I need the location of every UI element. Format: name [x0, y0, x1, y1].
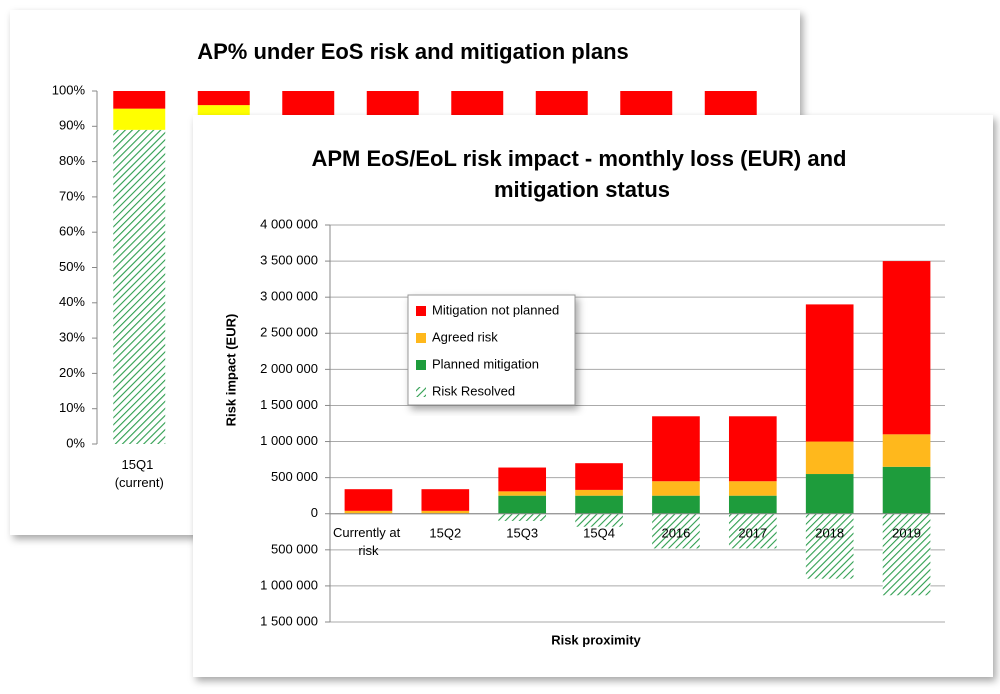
y-tick-label: 500 000 [271, 469, 318, 484]
y-tick-label: 500 000 [271, 541, 318, 556]
bar-segment [882, 466, 931, 514]
y-tick-label: 100% [52, 82, 86, 97]
y-tick-label: 3 000 000 [260, 289, 318, 304]
bar-segment [704, 91, 757, 116]
bar-segment [652, 416, 700, 482]
x-tick-label: 15Q1 (current) [115, 457, 164, 490]
bar-segment [575, 495, 623, 514]
bar-segment [344, 489, 393, 511]
bar-segment [620, 91, 673, 116]
bar-segment [805, 513, 854, 579]
bar-segment [652, 481, 700, 496]
y-tick-label: 1 500 000 [260, 613, 318, 628]
front-chart: APM EoS/EoL risk impact - monthly loss (… [193, 115, 993, 677]
y-tick-label: 4 000 000 [260, 216, 318, 231]
y-tick-label: 0% [66, 435, 85, 450]
bar-segment [113, 129, 166, 444]
bar-segment [805, 441, 854, 475]
panel [193, 115, 993, 677]
x-tick-label: 15Q2 [429, 525, 461, 540]
bar-segment [728, 416, 777, 482]
bar-segment [805, 474, 854, 514]
legend-swatch [416, 387, 426, 397]
bar-segment [882, 434, 931, 467]
x-tick-label: Currently at risk [333, 525, 404, 558]
bar-segment [113, 91, 166, 109]
y-tick-label: 10% [59, 400, 85, 415]
bar-segment [575, 489, 623, 496]
bar-segment [728, 495, 777, 514]
bar-segment [882, 261, 931, 435]
bar-segment [882, 513, 931, 596]
x-tick-label: 15Q3 [506, 525, 538, 540]
legend-swatch [416, 333, 426, 343]
chart-title: AP% under EoS risk and mitigation plans [197, 39, 629, 64]
x-tick-label: 2017 [738, 525, 767, 540]
bar-segment [197, 91, 250, 106]
x-tick-label: 15Q4 [583, 525, 615, 540]
y-tick-label: 20% [59, 365, 85, 380]
bar-segment [652, 495, 700, 514]
bar-segment [451, 91, 504, 116]
y-tick-label: 80% [59, 153, 85, 168]
y-tick-label: 70% [59, 188, 85, 203]
bar-segment [282, 91, 335, 116]
bar-segment [652, 513, 700, 549]
y-tick-label: 30% [59, 330, 85, 345]
chart-title: APM EoS/EoL risk impact - monthly loss (… [311, 146, 852, 202]
x-tick-label: 2019 [892, 525, 921, 540]
bar-segment [366, 91, 419, 116]
bar-segment [421, 489, 470, 511]
y-tick-label: 1 000 000 [260, 577, 318, 592]
bar-segment [728, 481, 777, 496]
bar-segment [113, 108, 166, 130]
x-tick-label: 2016 [661, 525, 690, 540]
legend-box [407, 294, 576, 406]
y-tick-label: 1 000 000 [260, 433, 318, 448]
y-tick-label: 40% [59, 294, 85, 309]
legend-label: Risk Resolved [432, 383, 515, 398]
x-axis-label: Risk proximity [551, 632, 641, 647]
legend-label: Mitigation not planned [432, 302, 559, 317]
y-axis-label: Risk impact (EUR) [223, 314, 238, 427]
bar-segment [498, 495, 547, 514]
bar-segment [498, 491, 547, 496]
y-tick-label: 2 000 000 [260, 361, 318, 376]
y-tick-label: 0 [311, 505, 318, 520]
bar-segment [575, 463, 623, 490]
legend-label: Agreed risk [432, 329, 498, 344]
legend-swatch [416, 360, 426, 370]
y-tick-label: 50% [59, 259, 85, 274]
bar-segment [344, 510, 393, 514]
bar-segment [421, 510, 470, 514]
y-tick-label: 1 500 000 [260, 397, 318, 412]
bar-segment [575, 513, 623, 527]
x-tick-label: 2018 [815, 525, 844, 540]
bar-segment [805, 304, 854, 442]
bar-segment [498, 467, 547, 492]
y-tick-label: 90% [59, 118, 85, 133]
y-tick-label: 60% [59, 224, 85, 239]
bar-segment [535, 91, 588, 116]
legend-swatch [416, 306, 426, 316]
y-tick-label: 2 500 000 [260, 325, 318, 340]
y-tick-label: 3 500 000 [260, 253, 318, 268]
bar-segment [728, 513, 777, 549]
bar-segment [498, 513, 547, 521]
legend-label: Planned mitigation [432, 356, 539, 371]
